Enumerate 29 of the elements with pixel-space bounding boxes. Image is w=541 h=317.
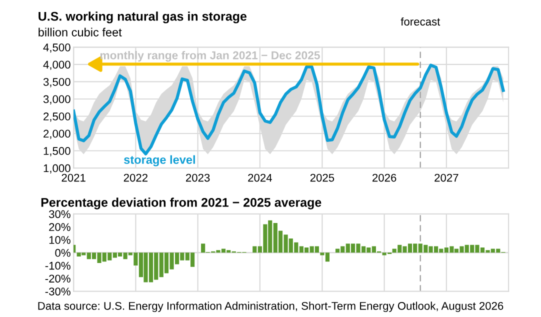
- y-tick-label: -10%: [45, 262, 70, 270]
- x-tick-label: 2024: [248, 174, 272, 182]
- y-tick-label: -30%: [45, 288, 70, 296]
- y-tick-label: 4,000: [43, 60, 70, 70]
- chart-title: Percentage deviation from 2021 − 2025 average: [41, 198, 322, 210]
- y-tick-label: 4,500: [43, 44, 70, 53]
- x-tick-label: 2025: [310, 174, 334, 182]
- y-tick-label: 20%: [49, 223, 70, 231]
- x-tick-label: 2021: [62, 174, 86, 182]
- x-tick-label: 2027: [434, 174, 458, 182]
- y-tick-label: 10%: [49, 236, 70, 244]
- chart-title: U.S. working natural gas in storage: [38, 12, 247, 24]
- chart-subtitle: billion cubic feet: [38, 28, 122, 36]
- y-tick-label: 2,500: [44, 112, 70, 122]
- y-tick-label: -20%: [45, 274, 70, 283]
- ref-line-label: forecast: [400, 17, 440, 26]
- y-tick-label: 0%: [55, 248, 70, 257]
- x-tick-label: 2026: [372, 174, 396, 182]
- y-tick-label: 1,000: [44, 164, 70, 174]
- y-tick-label: 2,000: [44, 130, 70, 139]
- source-note: Data source: U.S. Energy Information Administration, Short-Term Energy Outlook, August 2026: [38, 302, 504, 312]
- y-tick-label: 30%: [48, 210, 70, 218]
- series-label: storage level: [124, 155, 195, 166]
- y-tick-label: 3,500: [43, 78, 70, 88]
- annotation: monthly range from Jan 2021 − Dec 2025: [100, 50, 320, 62]
- x-tick-label: 2023: [186, 174, 210, 182]
- x-tick-label: 2022: [124, 174, 148, 182]
- y-tick-label: 1,500: [44, 147, 70, 156]
- y-tick-label: 3,000: [43, 95, 70, 104]
